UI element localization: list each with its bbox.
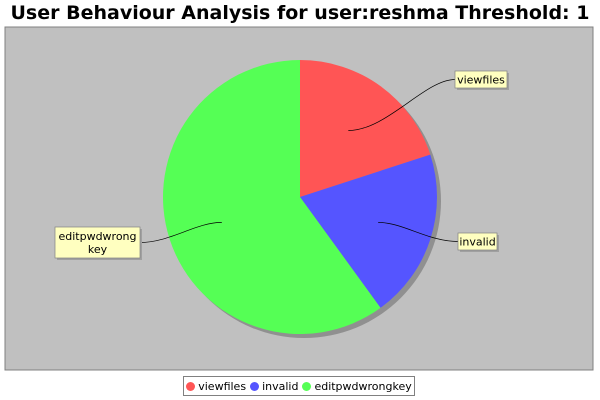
chart-title: User Behaviour Analysis for user:reshma …	[10, 2, 590, 24]
legend-swatch-editpwdwrongkey	[302, 381, 312, 391]
pie-slice-layer	[162, 60, 437, 334]
label-leader-viewfiles	[348, 79, 456, 131]
legend-swatch-viewfiles	[186, 381, 196, 391]
legend-item-viewfiles: viewfiles	[186, 380, 246, 393]
label-box-editpwdwrongkey	[54, 226, 141, 259]
label-box-viewfiles	[454, 70, 508, 89]
pie-label-layer: viewfiles invalid editpwdwrong key	[54, 70, 509, 260]
slice-label-editpwdwrongkey: editpwdwrong key	[58, 230, 136, 256]
legend-label-editpwdwrongkey: editpwdwrongkey	[314, 379, 412, 393]
legend: viewfiles invalid editpwdwrongkey	[183, 376, 415, 396]
pie-slice-viewfiles[interactable]	[300, 60, 431, 197]
slice-label-viewfiles: viewfiles	[457, 74, 505, 87]
legend-item-editpwdwrongkey: editpwdwrongkey	[302, 379, 412, 393]
legend-item-invalid: invalid	[250, 380, 298, 393]
pie-slice-invalid[interactable]	[300, 154, 437, 308]
legend-label-viewfiles: viewfiles	[198, 379, 247, 393]
legend-label-invalid: invalid	[262, 379, 299, 393]
legend-swatch-invalid	[250, 381, 260, 391]
slice-label-invalid: invalid	[459, 236, 495, 249]
pie-slice-editpwdwrongkey[interactable]	[162, 60, 381, 334]
label-box-invalid	[457, 232, 498, 251]
label-leader-invalid	[378, 222, 459, 242]
label-leader-editpwdwrongkey	[139, 222, 222, 243]
